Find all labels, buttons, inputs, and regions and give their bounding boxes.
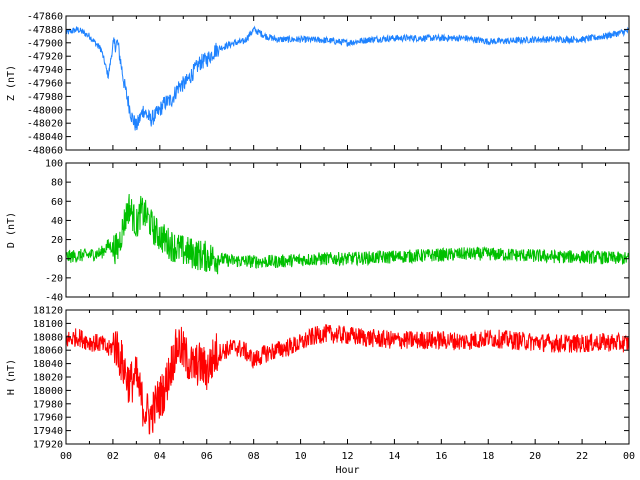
z-ytick-label: -48060 bbox=[27, 146, 63, 157]
h-ytick-label: 17960 bbox=[33, 413, 63, 424]
x-axis-label: Hour bbox=[335, 465, 359, 476]
h-ytick-label: 18040 bbox=[33, 359, 63, 370]
z-ytick-label: -48000 bbox=[27, 105, 63, 116]
xtick-label: 04 bbox=[154, 451, 166, 462]
z-ytick-label: -47900 bbox=[27, 38, 63, 49]
d-ytick-label: 20 bbox=[51, 235, 63, 246]
z-axis-label: Z (nT) bbox=[6, 65, 17, 101]
xtick-label: 06 bbox=[201, 451, 213, 462]
z-panel-frame bbox=[65, 15, 630, 151]
z-ytick-label: -48020 bbox=[27, 119, 63, 130]
xtick-label: 18 bbox=[482, 451, 494, 462]
xtick-label: 16 bbox=[435, 451, 447, 462]
h-ytick-label: 17920 bbox=[33, 440, 63, 451]
d-ytick-label: 60 bbox=[51, 197, 63, 208]
d-ytick-label: 100 bbox=[45, 159, 63, 170]
xtick-label: 08 bbox=[248, 451, 260, 462]
d-ytick-label: -40 bbox=[45, 293, 63, 304]
d-trace bbox=[65, 193, 630, 275]
z-ytick-label: -47860 bbox=[27, 12, 63, 23]
h-ytick-label: 18020 bbox=[33, 373, 63, 384]
xtick-label: 00 bbox=[60, 451, 72, 462]
z-ytick-label: -48040 bbox=[27, 132, 63, 143]
h-ytick-label: 18060 bbox=[33, 346, 63, 357]
xtick-label: 14 bbox=[388, 451, 400, 462]
h-ytick-label: 18080 bbox=[33, 332, 63, 343]
z-ytick-label: -47920 bbox=[27, 52, 63, 63]
xtick-label: 10 bbox=[295, 451, 307, 462]
h-axis-label: H (nT) bbox=[6, 359, 17, 395]
d-ytick-label: -20 bbox=[45, 273, 63, 284]
xtick-label: 20 bbox=[529, 451, 541, 462]
h-trace bbox=[65, 324, 630, 435]
h-ytick-label: 18000 bbox=[33, 386, 63, 397]
d-ytick-label: 80 bbox=[51, 178, 63, 189]
h-ytick-label: 18120 bbox=[33, 306, 63, 317]
d-axis-label: D (nT) bbox=[6, 212, 17, 248]
z-ytick-label: -47940 bbox=[27, 65, 63, 76]
xtick-label: 00 bbox=[623, 451, 635, 462]
h-ytick-label: 17940 bbox=[33, 426, 63, 437]
xtick-label: 12 bbox=[341, 451, 353, 462]
h-ytick-label: 18100 bbox=[33, 319, 63, 330]
xtick-label: 02 bbox=[107, 451, 119, 462]
xtick-label: 22 bbox=[576, 451, 588, 462]
z-ytick-label: -47960 bbox=[27, 79, 63, 90]
d-ytick-label: 40 bbox=[51, 216, 63, 227]
z-ytick-label: -47980 bbox=[27, 92, 63, 103]
z-trace bbox=[65, 25, 630, 131]
z-ytick-label: -47880 bbox=[27, 25, 63, 36]
d-ytick-label: 0 bbox=[57, 254, 63, 265]
h-ytick-label: 17980 bbox=[33, 399, 63, 410]
h-panel-frame bbox=[65, 309, 630, 445]
